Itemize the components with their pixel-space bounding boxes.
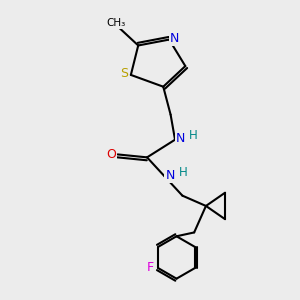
Text: N: N: [165, 169, 175, 182]
Text: H: H: [178, 166, 188, 178]
Text: H: H: [189, 129, 198, 142]
Text: CH₃: CH₃: [106, 18, 126, 28]
Text: S: S: [120, 67, 128, 80]
Text: N: N: [170, 32, 179, 45]
Text: O: O: [106, 148, 116, 161]
Text: F: F: [146, 261, 154, 274]
Text: N: N: [176, 132, 185, 145]
